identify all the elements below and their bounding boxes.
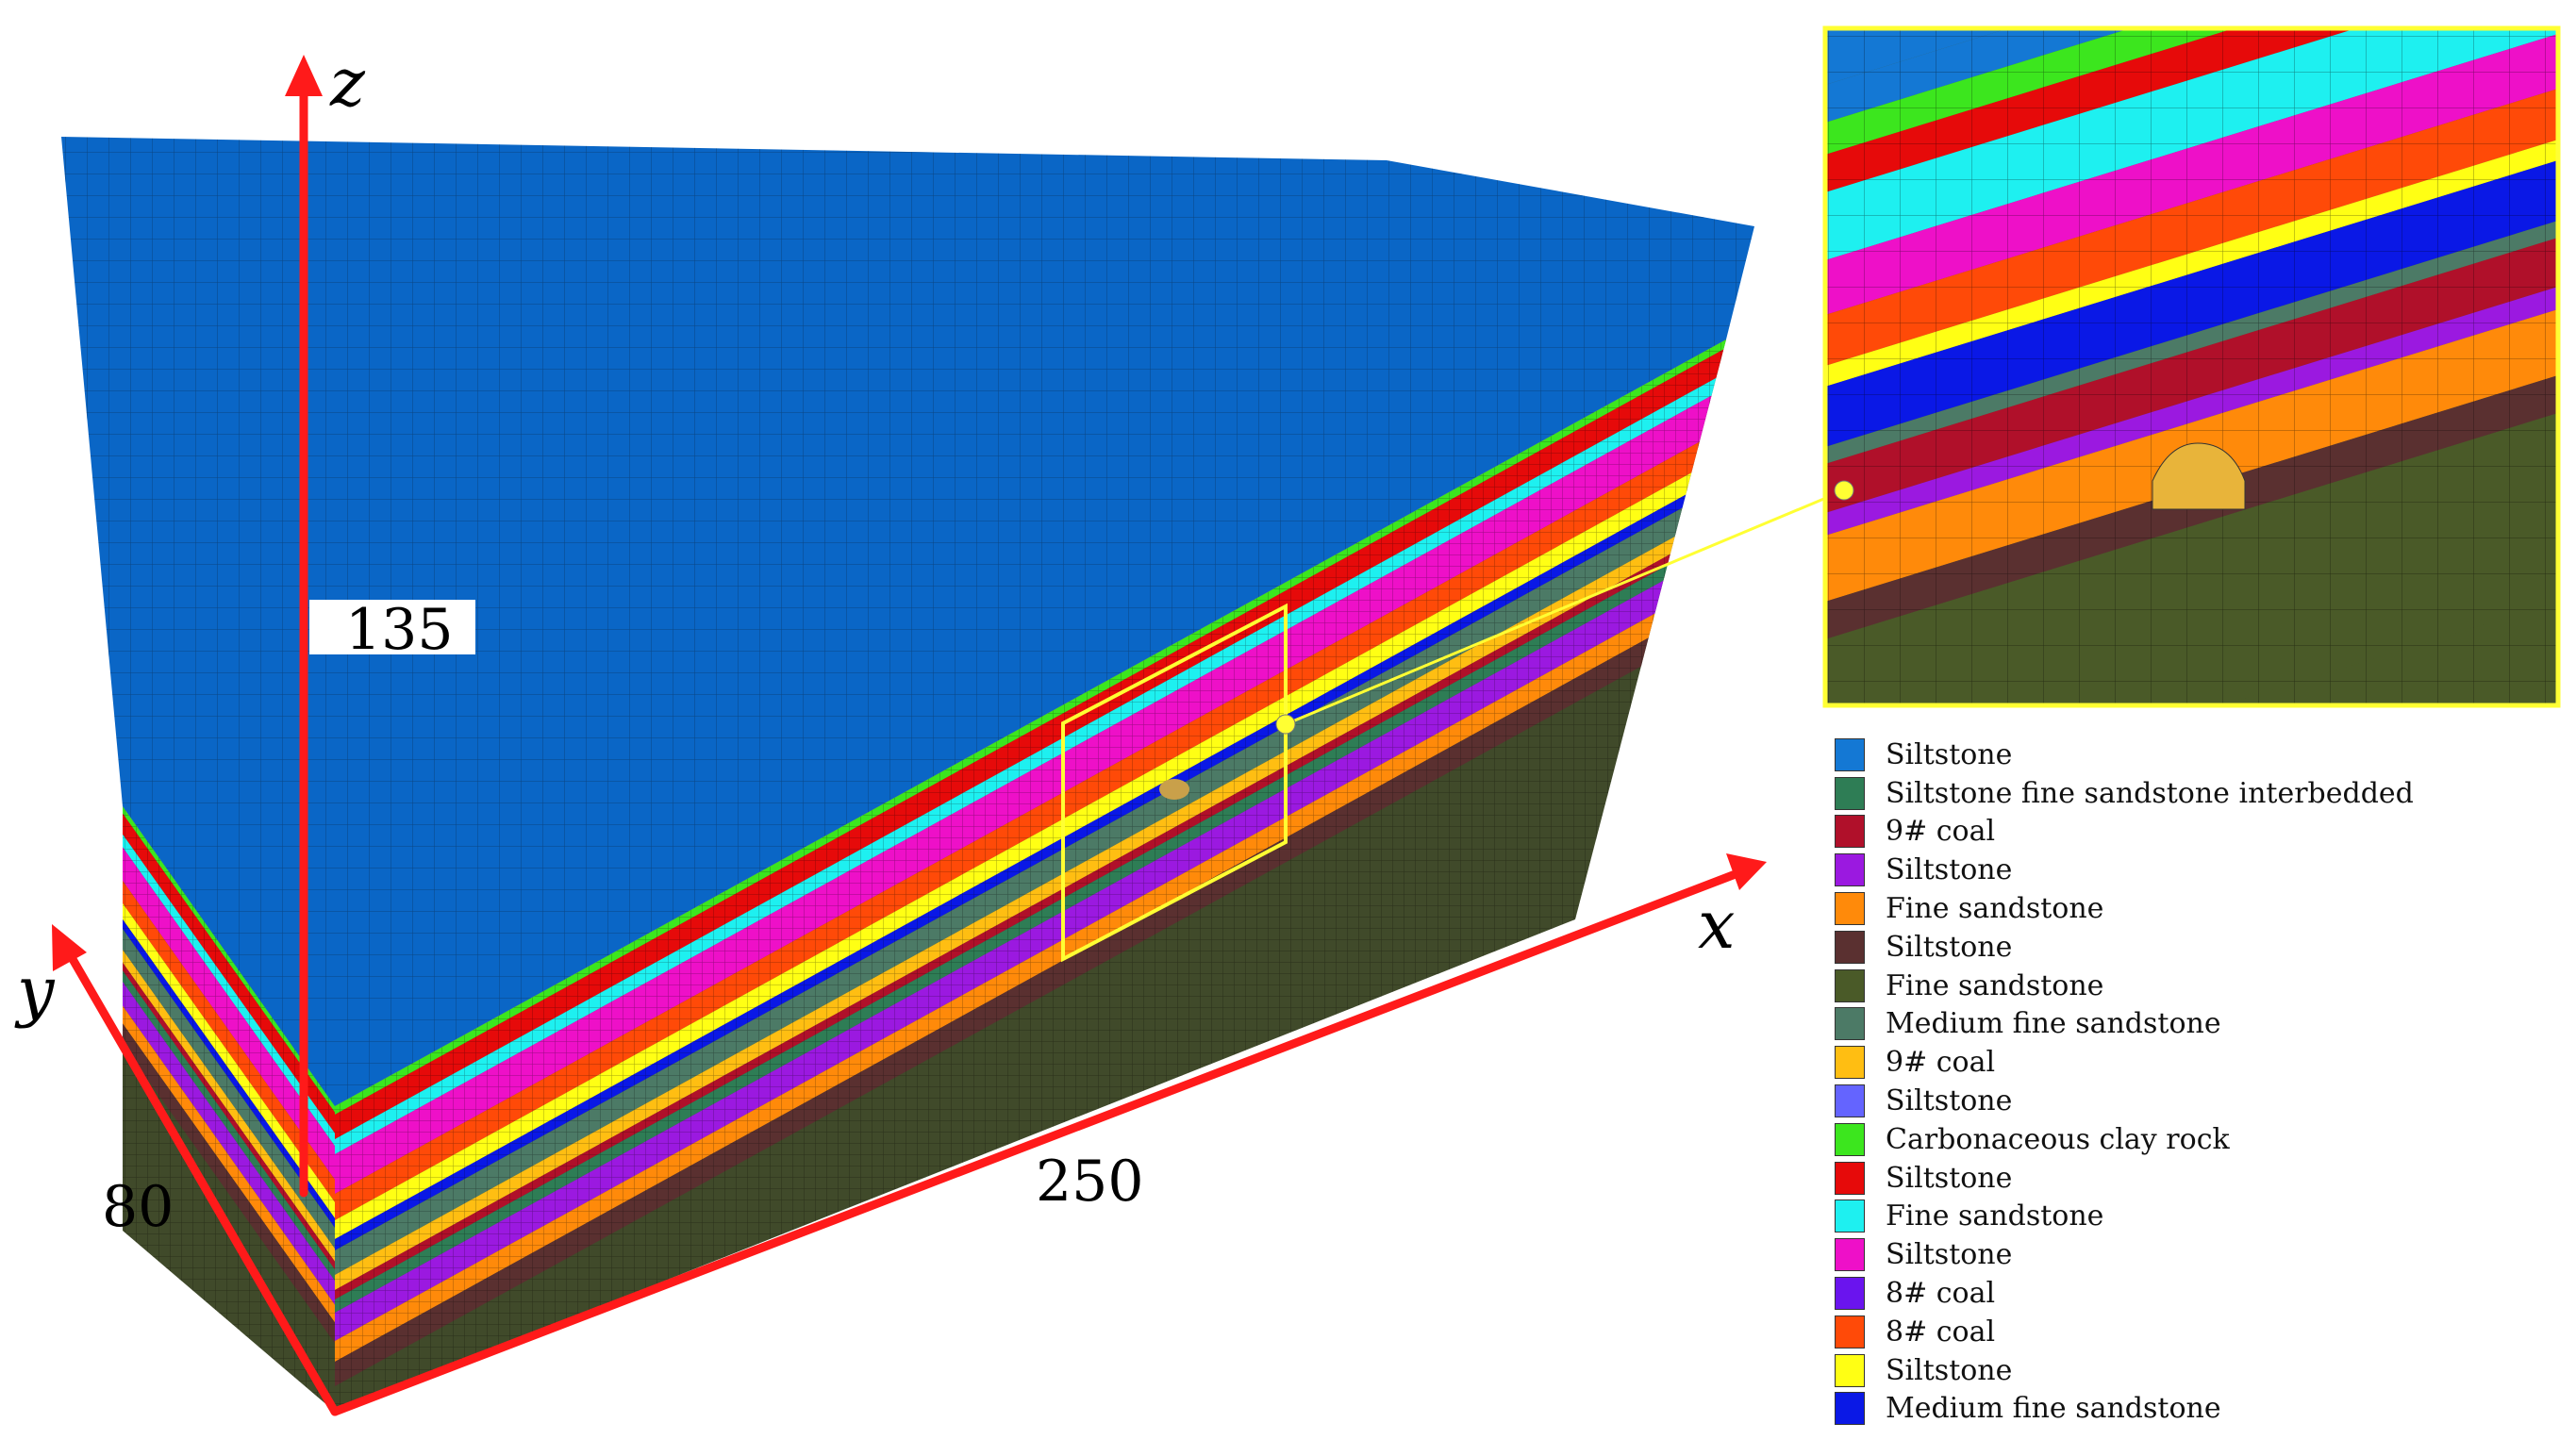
- legend-label: Carbonaceous clay rock: [1886, 1122, 2230, 1156]
- legend-label: 8# coal: [1886, 1315, 1996, 1348]
- legend-item: Siltstone: [1835, 1351, 2570, 1390]
- x-axis-line: [330, 868, 1745, 1416]
- legend-label: Siltstone: [1886, 930, 2013, 964]
- legend-label: Siltstone: [1886, 853, 2013, 887]
- legend-swatch: [1835, 930, 1865, 964]
- x-axis-label: x: [1698, 886, 1735, 964]
- legend-swatch: [1835, 1161, 1865, 1195]
- legend-label: 8# coal: [1886, 1277, 1996, 1311]
- height-dimension-label: 135: [345, 597, 454, 663]
- legend-label: 9# coal: [1886, 1046, 1996, 1080]
- legend-item: Siltstone: [1835, 851, 2570, 889]
- y-axis-arrowhead: [52, 924, 87, 971]
- connector-dot-model: [1275, 714, 1296, 735]
- legend-item: Fine sandstone: [1835, 967, 2570, 1005]
- legend-item: Fine sandstone: [1835, 1198, 2570, 1236]
- legend-swatch: [1835, 1084, 1865, 1118]
- length-dimension-label: 250: [1036, 1149, 1144, 1215]
- legend-swatch: [1835, 1007, 1865, 1041]
- legend-item: Siltstone: [1835, 736, 2570, 774]
- connector-dot-inset: [1834, 480, 1854, 501]
- legend-swatch: [1835, 776, 1865, 810]
- detail-highlight-box: [1061, 603, 1288, 963]
- legend-item: Siltstone: [1835, 1159, 2570, 1198]
- legend-label: Siltstone fine sandstone interbedded: [1886, 776, 2414, 810]
- legend-item: Fine sandstone: [1835, 889, 2570, 928]
- legend-item: Siltstone: [1835, 1082, 2570, 1120]
- legend-swatch: [1835, 1046, 1865, 1080]
- legend-swatch: [1835, 1392, 1865, 1426]
- legend-label: Fine sandstone: [1886, 892, 2104, 926]
- legend-swatch: [1835, 1277, 1865, 1311]
- coordinate-axes: [61, 75, 1745, 1416]
- legend-label: Medium fine sandstone: [1886, 1007, 2221, 1041]
- height-label-box: [309, 600, 475, 654]
- strata-legend: Siltstone Siltstone fine sandstone interb…: [1835, 736, 2570, 1428]
- legend-item: Medium fine sandstone: [1835, 1390, 2570, 1429]
- detail-inset-view: [1825, 28, 2558, 705]
- legend-label: Medium fine sandstone: [1886, 1392, 2221, 1426]
- legend-label: Fine sandstone: [1886, 968, 2104, 1002]
- y-axis-line: [61, 943, 340, 1416]
- legend-item: 8# coal: [1835, 1274, 2570, 1313]
- legend-swatch: [1835, 968, 1865, 1002]
- legend-item: 9# coal: [1835, 1043, 2570, 1082]
- legend-swatch: [1835, 1122, 1865, 1156]
- legend-swatch: [1835, 1200, 1865, 1233]
- detail-connector-line: [1285, 488, 1845, 726]
- inset-frame: [1822, 25, 2561, 708]
- legend-swatch: [1835, 1315, 1865, 1348]
- legend-label: Siltstone: [1886, 1238, 2013, 1272]
- legend-item: Siltstone: [1835, 928, 2570, 967]
- x-axis-arrowhead: [1726, 853, 1767, 890]
- legend-label: Siltstone: [1886, 1084, 2013, 1118]
- legend-item: Medium fine sandstone: [1835, 1005, 2570, 1044]
- legend-label: Siltstone: [1886, 1353, 2013, 1387]
- legend-swatch: [1835, 815, 1865, 849]
- legend-item: Siltstone fine sandstone interbedded: [1835, 774, 2570, 813]
- legend-swatch: [1835, 892, 1865, 926]
- inset-roadway: [2152, 442, 2246, 510]
- legend-label: Siltstone: [1886, 1161, 2013, 1195]
- legend-item: 8# coal: [1835, 1313, 2570, 1351]
- legend-swatch: [1835, 737, 1865, 771]
- legend-item: 9# coal: [1835, 813, 2570, 852]
- legend-swatch: [1835, 1238, 1865, 1272]
- legend-swatch: [1835, 853, 1865, 887]
- legend-label: Siltstone: [1886, 737, 2013, 771]
- y-axis-label: y: [14, 952, 56, 1030]
- z-axis-label: z: [329, 44, 366, 122]
- width-dimension-label: 80: [102, 1174, 174, 1240]
- legend-item: Siltstone: [1835, 1235, 2570, 1274]
- legend-swatch: [1835, 1353, 1865, 1387]
- legend-item: Carbonaceous clay rock: [1835, 1120, 2570, 1159]
- legend-label: Fine sandstone: [1886, 1200, 2104, 1233]
- legend-label: 9# coal: [1886, 815, 1996, 849]
- z-axis-arrowhead: [285, 55, 323, 96]
- roadway-opening: [1159, 779, 1189, 800]
